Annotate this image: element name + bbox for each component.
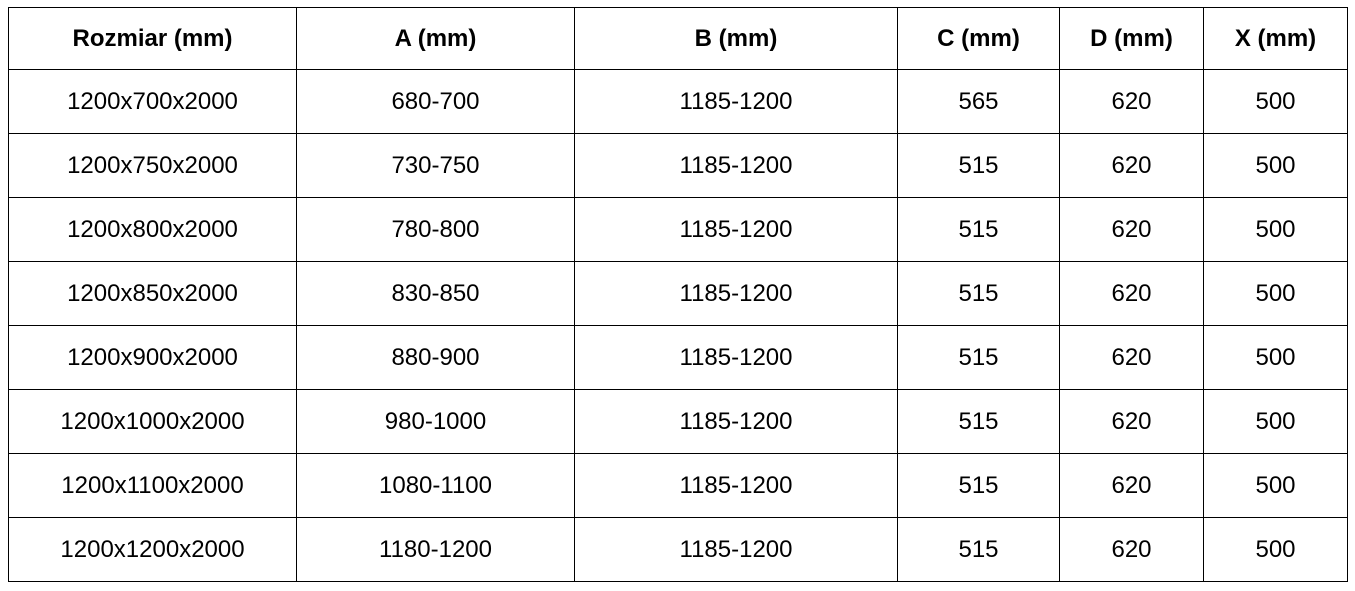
cell-a: 730-750 — [296, 133, 575, 198]
cell-b: 1185-1200 — [574, 453, 898, 518]
cell-x: 500 — [1203, 197, 1348, 262]
cell-d: 620 — [1059, 69, 1204, 134]
cell-c: 515 — [897, 453, 1060, 518]
cell-size: 1200x1100x2000 — [8, 453, 297, 518]
table-row: 1200x900x2000 880-900 1185-1200 515 620 500 — [8, 325, 1348, 390]
cell-size: 1200x700x2000 — [8, 69, 297, 134]
column-header-d: D (mm) — [1059, 7, 1204, 70]
cell-a: 830-850 — [296, 261, 575, 326]
cell-a: 680-700 — [296, 69, 575, 134]
cell-size: 1200x800x2000 — [8, 197, 297, 262]
cell-c: 515 — [897, 325, 1060, 390]
cell-b: 1185-1200 — [574, 261, 898, 326]
cell-c: 515 — [897, 133, 1060, 198]
column-header-b: B (mm) — [574, 7, 898, 70]
cell-a: 880-900 — [296, 325, 575, 390]
cell-c: 515 — [897, 517, 1060, 582]
cell-c: 565 — [897, 69, 1060, 134]
table-row: 1200x850x2000 830-850 1185-1200 515 620 500 — [8, 261, 1348, 326]
cell-size: 1200x1000x2000 — [8, 389, 297, 454]
cell-a: 780-800 — [296, 197, 575, 262]
dimensions-table: Rozmiar (mm) A (mm) B (mm) C (mm) D (mm) X (m… — [8, 7, 1348, 582]
cell-x: 500 — [1203, 133, 1348, 198]
header-row: Rozmiar (mm) A (mm) B (mm) C (mm) D (mm) X (m… — [8, 7, 1348, 70]
table-row: 1200x1200x2000 1180-1200 1185-1200 515 620 50… — [8, 517, 1348, 582]
cell-d: 620 — [1059, 133, 1204, 198]
column-header-a: A (mm) — [296, 7, 575, 70]
cell-b: 1185-1200 — [574, 197, 898, 262]
column-header-x: X (mm) — [1203, 7, 1348, 70]
cell-d: 620 — [1059, 325, 1204, 390]
cell-size: 1200x850x2000 — [8, 261, 297, 326]
cell-b: 1185-1200 — [574, 69, 898, 134]
table-row: 1200x1000x2000 980-1000 1185-1200 515 620 500 — [8, 389, 1348, 454]
table-row: 1200x700x2000 680-700 1185-1200 565 620 500 — [8, 69, 1348, 134]
cell-c: 515 — [897, 389, 1060, 454]
cell-d: 620 — [1059, 517, 1204, 582]
cell-x: 500 — [1203, 517, 1348, 582]
column-header-size: Rozmiar (mm) — [8, 7, 297, 70]
cell-x: 500 — [1203, 325, 1348, 390]
cell-a: 1180-1200 — [296, 517, 575, 582]
cell-b: 1185-1200 — [574, 325, 898, 390]
cell-b: 1185-1200 — [574, 133, 898, 198]
cell-x: 500 — [1203, 69, 1348, 134]
cell-d: 620 — [1059, 389, 1204, 454]
cell-a: 980-1000 — [296, 389, 575, 454]
column-header-c: C (mm) — [897, 7, 1060, 70]
cell-b: 1185-1200 — [574, 517, 898, 582]
cell-a: 1080-1100 — [296, 453, 575, 518]
cell-d: 620 — [1059, 197, 1204, 262]
cell-c: 515 — [897, 261, 1060, 326]
table-row: 1200x1100x2000 1080-1100 1185-1200 515 620 50… — [8, 453, 1348, 518]
cell-x: 500 — [1203, 261, 1348, 326]
cell-size: 1200x900x2000 — [8, 325, 297, 390]
cell-size: 1200x750x2000 — [8, 133, 297, 198]
cell-x: 500 — [1203, 389, 1348, 454]
cell-c: 515 — [897, 197, 1060, 262]
cell-d: 620 — [1059, 261, 1204, 326]
cell-d: 620 — [1059, 453, 1204, 518]
table-row: 1200x800x2000 780-800 1185-1200 515 620 500 — [8, 197, 1348, 262]
cell-x: 500 — [1203, 453, 1348, 518]
cell-size: 1200x1200x2000 — [8, 517, 297, 582]
table-row: 1200x750x2000 730-750 1185-1200 515 620 500 — [8, 133, 1348, 198]
cell-b: 1185-1200 — [574, 389, 898, 454]
